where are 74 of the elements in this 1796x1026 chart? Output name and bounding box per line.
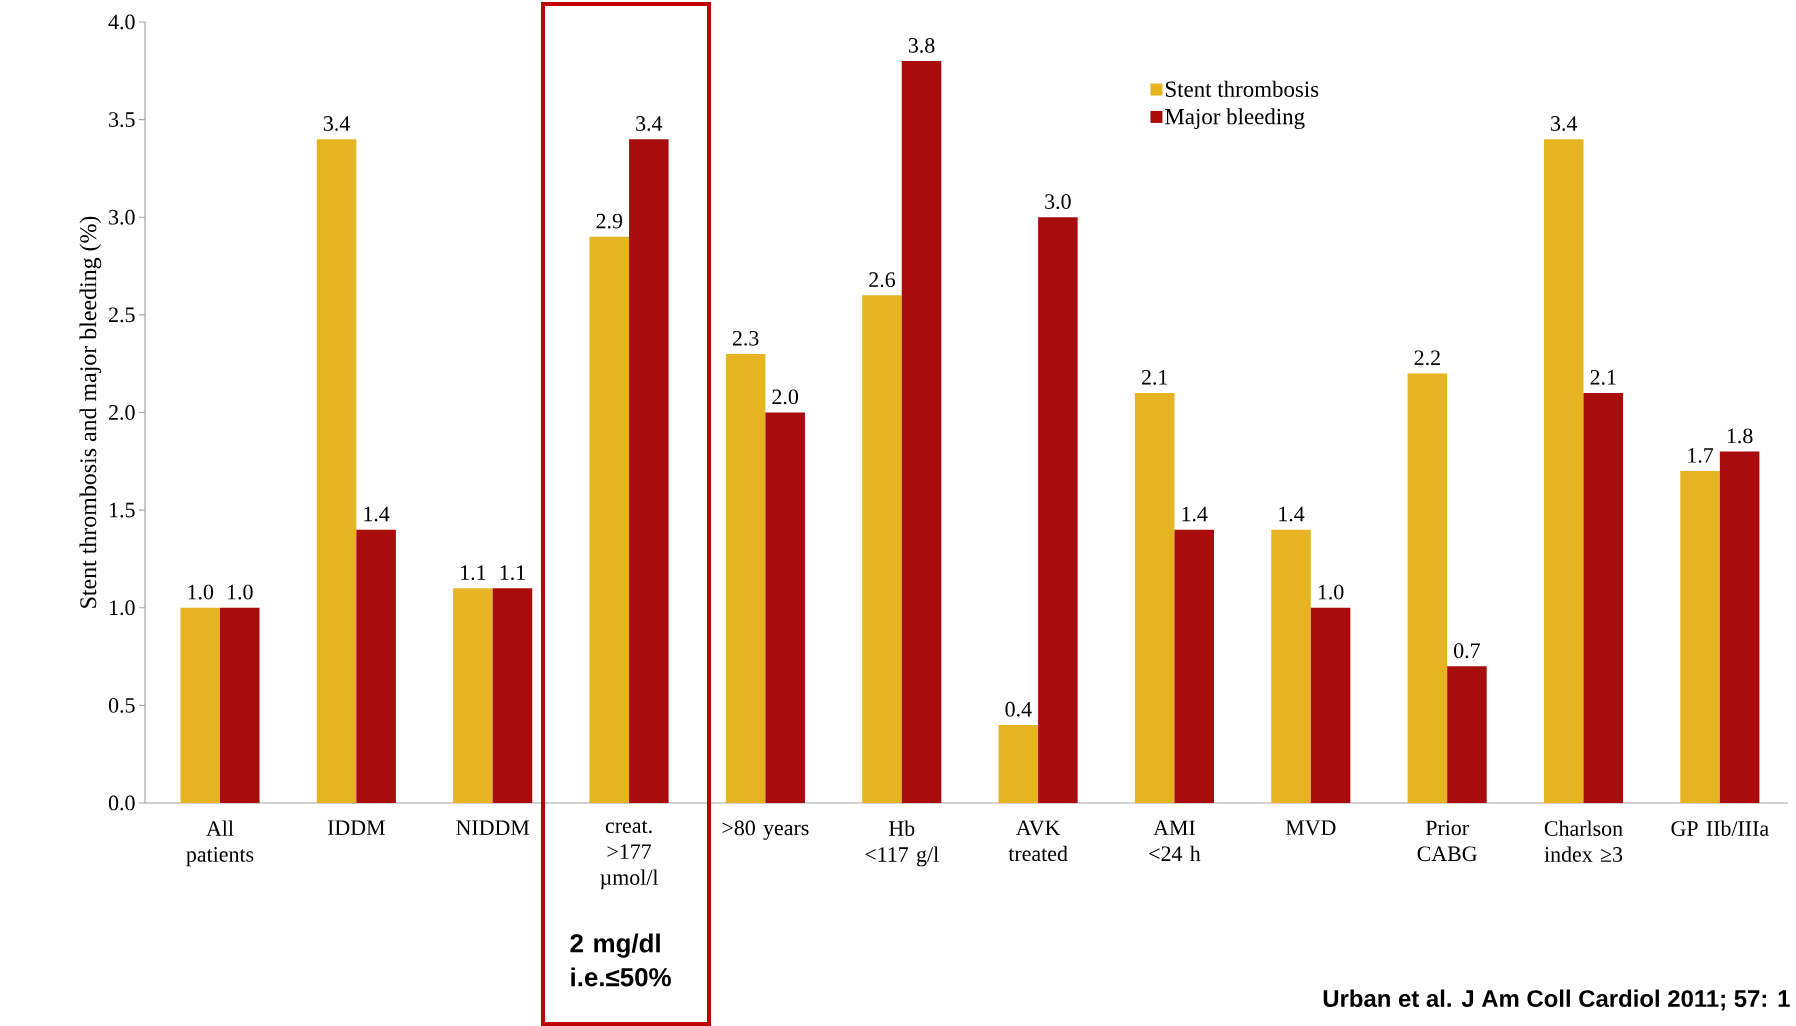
- x-tick-label: >80 years: [722, 820, 809, 840]
- bar: [862, 295, 902, 803]
- y-tick-label: 3.0: [109, 209, 135, 225]
- data-label: 0.4: [1005, 701, 1032, 717]
- x-tick-label: IDDM: [327, 820, 385, 835]
- bar: [725, 353, 766, 803]
- text: Urban et al. J Am Coll Cardiol 2011; 57: 1: [1323, 989, 1790, 1011]
- data-label: 1.4: [1279, 506, 1305, 522]
- data-label: 3.0: [1045, 194, 1071, 210]
- data-label: 1.1: [500, 565, 525, 581]
- data-label: 3.4: [323, 116, 350, 131]
- bar: [901, 61, 942, 803]
- y-tick-label: 2.0: [109, 405, 135, 420]
- y-tick-label: 3.5: [109, 112, 135, 128]
- data-label: 1.4: [364, 506, 390, 522]
- bar: [180, 607, 220, 803]
- data-label: 2.6: [869, 272, 896, 288]
- data-label: 2.9: [596, 213, 623, 229]
- y-tick-label: 0.0: [108, 795, 135, 811]
- bar: [1407, 373, 1448, 803]
- legend-label: Stent thrombosis: [1165, 80, 1319, 97]
- data-label: 1.0: [1318, 584, 1344, 600]
- text: 2 mg/dl i.e.≤50%: [570, 933, 671, 987]
- data-label: 3.8: [908, 37, 935, 53]
- bar: [316, 139, 357, 803]
- bar: [1038, 217, 1078, 803]
- data-label: 0.7: [1454, 643, 1480, 659]
- bar: [220, 607, 260, 803]
- y-tick-label: 4.0: [108, 14, 135, 30]
- x-tick-label: Charlson index ≥3: [1544, 820, 1623, 862]
- bar: [629, 139, 669, 803]
- bar: [1447, 666, 1487, 803]
- y-tick-label: 1.5: [110, 502, 135, 518]
- data-label: 1.8: [1727, 428, 1753, 444]
- data-label: 1.4: [1182, 506, 1208, 522]
- x-tick-label: MVD: [1285, 820, 1336, 836]
- x-tick-label: AMI <24 h: [1149, 820, 1201, 861]
- bar: [1680, 471, 1720, 803]
- bar: [765, 412, 805, 803]
- x-tick-label: AVK treated: [1008, 820, 1068, 862]
- x-tick-label: NIDDM: [456, 820, 530, 835]
- data-label: 2.1: [1141, 369, 1168, 385]
- bar: [492, 588, 533, 803]
- bar: [1134, 392, 1175, 803]
- data-label: 1.0: [188, 584, 214, 600]
- x-tick-label: All patients: [186, 820, 254, 867]
- y-tick-label: 2.5: [109, 307, 135, 323]
- bar: [1583, 392, 1624, 803]
- data-label: 2.3: [732, 330, 759, 346]
- x-tick-label: creat. >177 µmol/l: [600, 820, 659, 890]
- y-tick-label: 1.0: [110, 600, 135, 616]
- data-label: 1.1: [461, 565, 486, 581]
- data-label: 2.0: [772, 389, 799, 405]
- bar: [1271, 529, 1311, 803]
- y-tick-label: 0.5: [108, 697, 135, 713]
- x-tick-label: Hb <117 g/l: [865, 820, 939, 867]
- data-label: 2.2: [1414, 350, 1440, 366]
- x-tick-label: GP IIb/IIIa: [1671, 820, 1769, 836]
- bar: [1310, 607, 1351, 803]
- data-label: 3.4: [636, 116, 663, 131]
- bar: [589, 236, 630, 803]
- x-tick-label: Prior CABG: [1417, 820, 1477, 862]
- bar: [1543, 139, 1584, 803]
- bar: [998, 724, 1039, 803]
- bar: [356, 529, 396, 803]
- bar: [1174, 529, 1214, 803]
- data-label: 2.1: [1590, 369, 1616, 385]
- data-label: 3.4: [1551, 116, 1578, 131]
- data-label: 1.0: [227, 584, 253, 600]
- data-label: 1.7: [1688, 448, 1714, 463]
- y-axis-title: Stent thrombosis and major bleeding (%): [79, 216, 102, 608]
- legend-label: Major bleeding: [1165, 108, 1305, 130]
- bar: [453, 588, 493, 803]
- bar: [1719, 451, 1760, 803]
